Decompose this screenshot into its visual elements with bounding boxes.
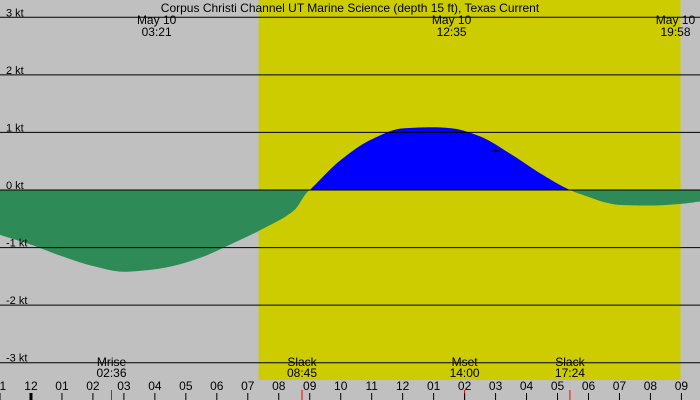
sunset-time-label: 19:58 [660, 25, 690, 39]
x-tick-label-16: 03 [489, 379, 503, 393]
center-time-label: 12:35 [437, 25, 467, 39]
y-tick-label-3: 0 kt [6, 180, 24, 192]
x-tick-label-22: 09 [675, 379, 689, 393]
x-tick-label-19: 06 [582, 379, 596, 393]
event-time-3: 17:24 [555, 366, 585, 380]
x-tick-label-3: 02 [86, 379, 100, 393]
x-axis: 11 12 01 02 03 04 05 06 07 08 09 10 11 12 01 02 03 04 05 06… [0, 379, 688, 400]
event-time-1: 08:45 [287, 366, 317, 380]
x-tick-label-21: 08 [644, 379, 658, 393]
y-tick-label-2: 1 kt [6, 122, 24, 134]
gridlines: 3 kt 2 kt 1 kt 0 kt -1 kt -2 kt -3 kt [0, 7, 700, 365]
current-marker [491, 146, 500, 155]
current-area-layer [0, 127, 700, 272]
ebb-area-0 [0, 190, 310, 272]
x-tick-label-8: 07 [241, 379, 255, 393]
x-tick-label-10: 09 [303, 379, 317, 393]
marker-layer [491, 146, 500, 155]
x-tick-label-15: 02 [458, 379, 472, 393]
x-tick-label-18: 05 [551, 379, 565, 393]
chart-title: Corpus Christi Channel UT Marine Science… [161, 1, 540, 15]
event-time-0: 02:36 [96, 366, 126, 380]
y-tick-label-6: -3 kt [6, 353, 27, 365]
x-tick-label-20: 07 [613, 379, 627, 393]
center-date-label: May 10 [432, 13, 472, 27]
ebb-area-2 [569, 190, 700, 206]
sunset-date-label: May 10 [656, 13, 696, 27]
x-tick-label-5: 04 [148, 379, 162, 393]
event-name-3: Slack [555, 355, 585, 369]
flood-area-1 [309, 127, 570, 190]
x-tick-label-11: 10 [334, 379, 348, 393]
event-name-2: Mset [452, 355, 479, 369]
x-tick-label-9: 08 [272, 379, 286, 393]
x-tick-label-0: 11 [0, 379, 7, 393]
x-tick-label-17: 04 [520, 379, 534, 393]
sunrise-date-label: May 10 [137, 13, 177, 27]
x-tick-label-2: 01 [55, 379, 69, 393]
y-tick-label-5: -2 kt [6, 295, 27, 307]
sunrise-time-label: 03:21 [142, 25, 172, 39]
y-tick-label-0: 3 kt [6, 7, 24, 19]
x-tick-label-6: 05 [179, 379, 193, 393]
x-tick-label-1: 12 [24, 379, 38, 393]
event-name-1: Slack [287, 355, 317, 369]
x-tick-label-4: 03 [117, 379, 131, 393]
y-tick-label-1: 2 kt [6, 65, 24, 77]
x-tick-label-14: 01 [427, 379, 441, 393]
x-tick-label-13: 12 [396, 379, 410, 393]
event-time-2: 14:00 [450, 366, 480, 380]
y-tick-label-4: -1 kt [6, 238, 27, 250]
x-tick-label-12: 11 [365, 379, 378, 393]
event-name-0: Mrise [97, 355, 127, 369]
x-tick-label-7: 06 [210, 379, 224, 393]
